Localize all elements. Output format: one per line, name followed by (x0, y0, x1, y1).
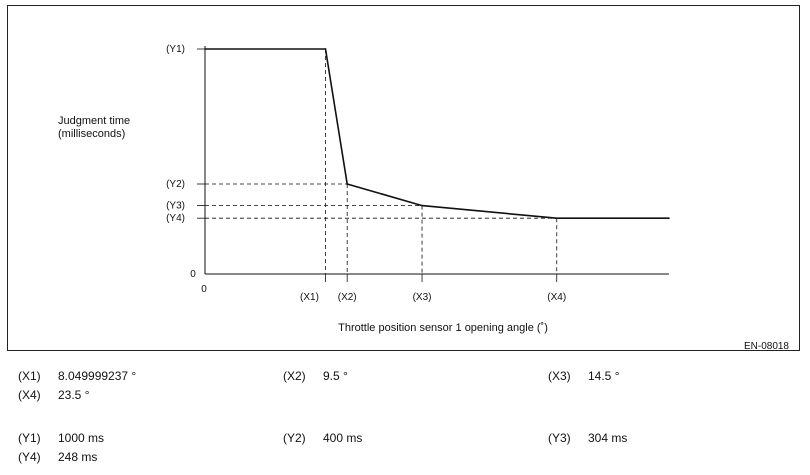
x-origin-label: 0 (201, 284, 207, 295)
legend-key: (Y4) (18, 450, 41, 464)
y-tick-label: (Y4) (166, 213, 185, 224)
legend-y2: (Y2) 400 ms (283, 431, 362, 445)
legend-y3: (Y3) 304 ms (548, 431, 627, 445)
legend-x2: (X2) 9.5 ° (283, 369, 348, 383)
legend-key: (X2) (283, 369, 306, 383)
legend-value: 1000 ms (58, 431, 105, 445)
x-tick-label: (X2) (338, 292, 357, 303)
data-point (346, 183, 348, 185)
legend-key: (X3) (548, 369, 571, 383)
legend-x1: (X1) 8.049999237 ° (18, 369, 136, 383)
y-axis-label-line-1: Judgment time (58, 115, 131, 127)
series-line (205, 48, 669, 219)
legend-value: 23.5 ° (58, 388, 90, 402)
y-origin-label: 0 (190, 269, 196, 280)
x-tick-label: (X4) (547, 292, 566, 303)
legend-y1: (Y1) 1000 ms (18, 431, 104, 445)
figure-frame: 0 0 (Y1) (Y2) (Y3) (Y4) (X1) (X2) (X3) (X4) Judgm… (7, 5, 800, 352)
figure-id: EN-08018 (743, 341, 789, 352)
data-point (555, 217, 558, 219)
legend-value: 304 ms (588, 431, 628, 445)
data-point (204, 48, 206, 50)
legend-y4: (Y4) 248 ms (18, 450, 97, 464)
data-point (421, 204, 423, 207)
legend-value: 400 ms (323, 431, 363, 445)
chart-svg: 00 (Y1) (Y2) (Y3)(Y4) (X1) (X2) (X3) (X4) (166, 44, 670, 303)
y-tick-label: (Y2) (166, 179, 185, 190)
legend-key: (Y1) (18, 431, 41, 445)
legend-value: 248 ms (58, 450, 98, 464)
legend-key: (Y3) (548, 431, 571, 445)
x-tick-label: (X1) (300, 292, 319, 303)
legend-key: (X4) (18, 388, 41, 402)
y-axis-label-line-2: (milliseconds) (58, 128, 126, 140)
legend-key: (Y2) (283, 431, 306, 445)
legend-x3: (X3) 14.5 ° (548, 369, 620, 383)
legend-value: 8.049999237 ° (58, 369, 137, 383)
legend-key: (X1) (18, 369, 41, 383)
x-tick-label: (X3) (413, 292, 432, 303)
y-tick-label: (Y3) (166, 201, 185, 212)
legend-value: 9.5 ° (323, 369, 348, 383)
y-tick-label: (Y1) (166, 44, 185, 55)
data-point (324, 48, 327, 50)
data-point (668, 217, 670, 219)
x-axis-label: Throttle position sensor 1 opening angle… (338, 322, 548, 334)
legend-value: 14.5 ° (588, 369, 620, 383)
legend-x4: (X4) 23.5 ° (18, 388, 90, 402)
